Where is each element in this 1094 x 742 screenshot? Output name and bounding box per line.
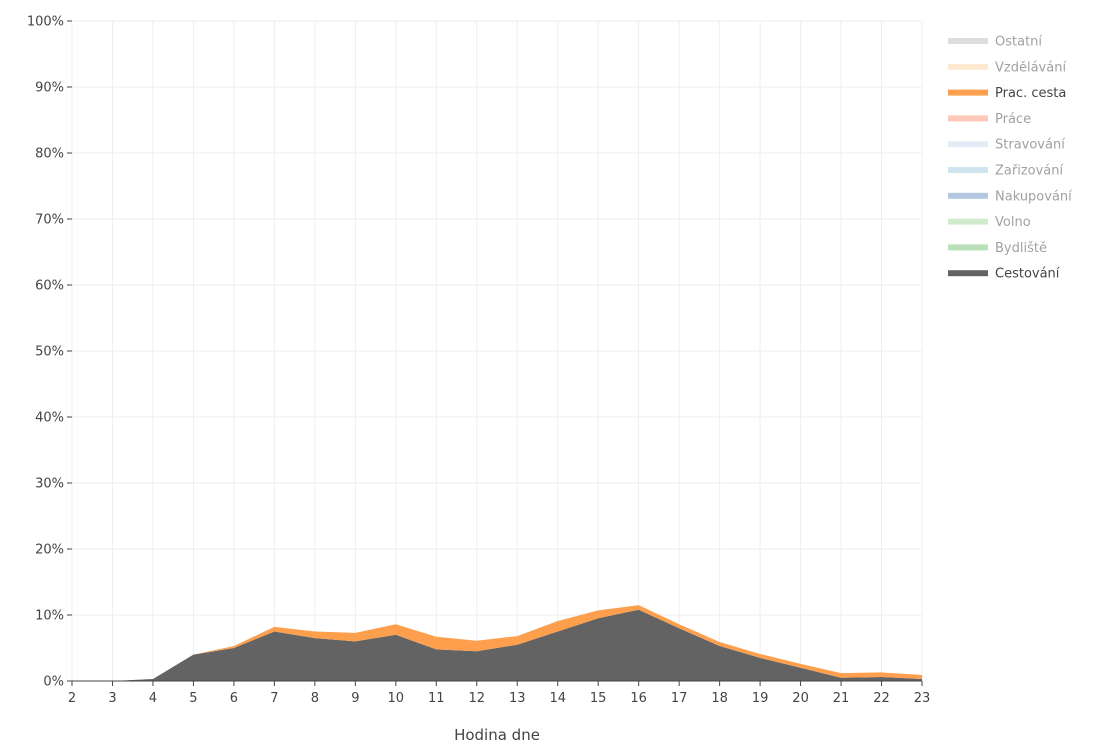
x-tick-label: 4 (149, 691, 157, 706)
grid-lines (71, 20, 923, 682)
y-tick-label: 0% (43, 675, 64, 690)
y-tick-label: 30% (35, 477, 64, 492)
legend-swatch (948, 38, 988, 44)
x-tick-label: 20 (792, 691, 809, 706)
y-tick-label: 100% (27, 15, 64, 30)
legend-swatch (948, 115, 988, 122)
x-tick-label: 22 (873, 691, 890, 706)
y-tick-label: 80% (35, 147, 64, 162)
y-tick-label: 90% (35, 81, 64, 96)
y-axis: 0% 10% 20% 30% 40% 50% 60% 70% 80% 90% 100% (27, 15, 72, 690)
x-tick-label: 16 (630, 691, 647, 706)
y-tick-label: 40% (35, 411, 64, 426)
legend-label: Stravování (995, 138, 1065, 153)
legend[interactable]: Ostatní Vzdělávání Prac. cesta Práce Stravov… (948, 35, 1072, 282)
legend-swatch (948, 218, 988, 225)
x-tick-label: 12 (468, 691, 485, 706)
x-tick-label: 6 (230, 691, 238, 706)
legend-swatch (948, 270, 988, 277)
x-tick-label: 11 (428, 691, 445, 706)
legend-label: Bydliště (995, 241, 1047, 256)
x-tick-label: 9 (351, 691, 359, 706)
legend-swatch (948, 192, 988, 199)
x-tick-label: 17 (671, 691, 688, 706)
legend-label: Ostatní (995, 35, 1042, 50)
y-tick-label: 50% (35, 345, 64, 360)
legend-item-ostatni[interactable]: Ostatní (948, 35, 1042, 50)
area-series (72, 605, 922, 681)
x-tick-label: 15 (590, 691, 607, 706)
legend-item-prac-cesta[interactable]: Prac. cesta (948, 86, 1066, 101)
x-axis: 2 3 4 5 6 7 8 9 10 11 12 13 14 15 16 17 18 19 20 21 22 23 (68, 680, 931, 706)
x-tick-label: 5 (189, 691, 197, 706)
legend-item-vzdelavani[interactable]: Vzdělávání (948, 60, 1066, 75)
y-tick-label: 60% (35, 279, 64, 294)
legend-swatch (948, 89, 988, 96)
x-tick-label: 8 (311, 691, 319, 706)
x-tick-label: 13 (509, 691, 526, 706)
x-tick-label: 23 (914, 691, 931, 706)
legend-item-volno[interactable]: Volno (948, 215, 1031, 230)
legend-item-stravovani[interactable]: Stravování (948, 138, 1065, 153)
area-cestovani (72, 609, 922, 681)
x-tick-label: 19 (752, 691, 769, 706)
area-prac-cesta (72, 605, 922, 681)
x-tick-label: 10 (388, 691, 405, 706)
legend-label: Cestování (995, 267, 1060, 282)
legend-label: Práce (995, 112, 1031, 127)
y-tick-label: 70% (35, 213, 64, 228)
legend-item-zarizovani[interactable]: Zařizování (948, 164, 1064, 179)
legend-label: Volno (995, 215, 1031, 230)
legend-label: Nakupování (995, 189, 1072, 204)
legend-label: Prac. cesta (995, 86, 1066, 101)
legend-swatch (948, 63, 988, 70)
y-tick-label: 20% (35, 543, 64, 558)
legend-item-nakupovani[interactable]: Nakupování (948, 189, 1072, 204)
legend-swatch (948, 141, 988, 148)
x-tick-label: 14 (549, 691, 566, 706)
legend-item-prace[interactable]: Práce (948, 112, 1031, 127)
y-tick-label: 10% (35, 609, 64, 624)
x-tick-label: 21 (833, 691, 850, 706)
x-tick-label: 3 (108, 691, 116, 706)
legend-item-bydliste[interactable]: Bydliště (948, 241, 1047, 256)
x-tick-label: 7 (270, 691, 278, 706)
x-tick-label: 18 (711, 691, 728, 706)
x-axis-title: Hodina dne (454, 726, 540, 742)
legend-label: Vzdělávání (995, 60, 1066, 75)
legend-swatch (948, 167, 988, 173)
x-tick-label: 2 (68, 691, 76, 706)
legend-item-cestovani[interactable]: Cestování (948, 267, 1060, 282)
legend-label: Zařizování (995, 164, 1064, 179)
legend-swatch (948, 244, 988, 251)
